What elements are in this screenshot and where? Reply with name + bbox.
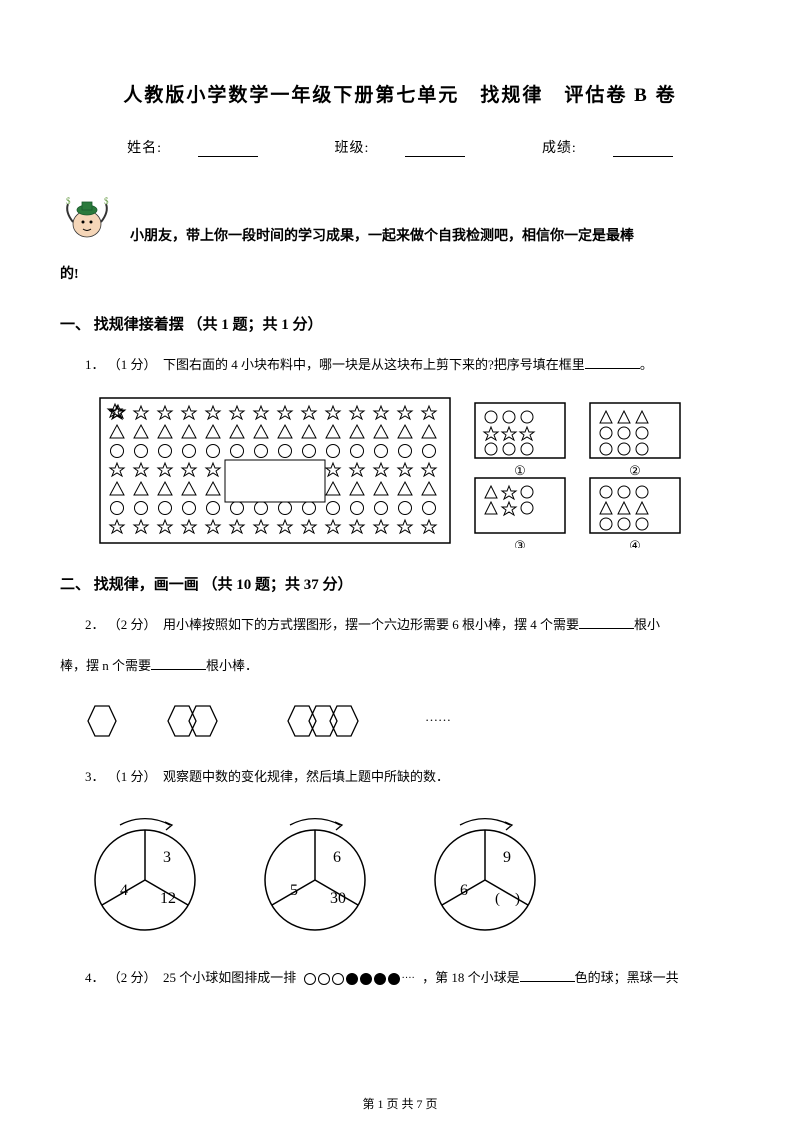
q3-text: 观察题中数的变化规律，然后填上题中所缺的数． [163,769,449,784]
section2-title: 二、 找规律，画一画 （共 10 题；共 37 分） [60,573,740,594]
q4-text1: 25 个小球如图排成一排 [163,970,296,985]
c3-top: 9 [503,849,511,866]
q2-num: 2． [85,617,105,632]
q4-num: 4． [85,970,105,985]
svg-text:③: ③ [514,538,526,548]
svg-text:②: ② [629,463,641,478]
q4-blank[interactable] [520,970,575,982]
q4-text3: 色的球；黑球一共 [575,970,679,985]
q1-end: 。 [640,357,653,372]
q2-text2: 根小 [634,617,660,632]
score-label: 成绩: [542,141,577,156]
svg-text:④: ④ [629,538,641,548]
class-blank[interactable] [405,143,465,157]
q1-blank[interactable] [585,357,640,369]
c2-left: 5 [290,882,298,899]
q1-figure: ① ② ③ [60,393,740,548]
q2-blank1[interactable] [579,617,634,629]
c3-right: ( ) [495,891,520,907]
question-2: 2． （2 分） 用小棒按照如下的方式摆图形，摆一个六边形需要 6 根小棒，摆 … [60,612,740,638]
q4-points: （2 分） [108,970,157,985]
svg-text:……: …… [425,709,451,724]
c1-top: 3 [163,849,171,866]
intro-line2: 的! [60,263,740,283]
c3-left: 6 [460,882,468,899]
q1-text: 下图右面的 4 小块布料中，哪一块是从这块布上剪下来的?把序号填在框里 [163,357,585,372]
q2-text3: 棒，摆 n 个需要 [60,658,151,673]
c1-left: 4 [120,882,128,899]
c1-right: 12 [160,890,176,907]
question-3: 3． （1 分） 观察题中数的变化规律，然后填上题中所缺的数． [60,764,740,790]
class-label: 班级: [335,141,370,156]
q3-points: （1 分） [108,769,157,784]
question-2-cont: 棒，摆 n 个需要 根小棒． [60,653,740,679]
question-1: 1． （1 分） 下图右面的 4 小块布料中，哪一块是从这块布上剪下来的?把序号… [60,352,740,378]
page-footer: 第 1 页 共 7 页 [0,1095,800,1112]
svg-text:①: ① [514,463,526,478]
mascot-icon: $ $ [60,192,115,247]
q1-points: （1 分） [108,357,157,372]
q2-text4: 根小棒． [206,658,258,673]
c2-right: 30 [330,890,346,907]
svg-text:$: $ [66,196,71,206]
q3-num: 3． [85,769,105,784]
q2-points: （2 分） [108,617,157,632]
intro-line1: 小朋友，带上你一段时间的学习成果，一起来做个自我检测吧，相信你一定是最棒 [130,192,634,253]
section1-title: 一、 找规律接着摆 （共 1 题；共 1 分） [60,313,740,334]
q1-num: 1． [85,357,105,372]
circles-figure: 3 4 12 6 5 30 9 6 ( ) [60,810,740,945]
question-4: 4． （2 分） 25 个小球如图排成一排 ···· ，第 18 个小球是 色的球… [60,965,740,991]
name-label: 姓名: [127,141,162,156]
q2-text1: 用小棒按照如下的方式摆图形，摆一个六边形需要 6 根小棒，摆 4 个需要 [163,617,579,632]
page-title: 人教版小学数学一年级下册第七单元 找规律 评估卷 B 卷 [60,80,740,107]
name-blank[interactable] [198,143,258,157]
svg-text:$: $ [104,196,109,206]
score-blank[interactable] [613,143,673,157]
info-row: 姓名: 班级: 成绩: [60,137,740,157]
balls-icon: ···· [304,969,415,989]
q2-blank2[interactable] [151,658,206,670]
hexagon-figure: …… [60,699,740,744]
q4-text2: ，第 18 个小球是 [422,970,520,985]
c2-top: 6 [333,849,341,866]
